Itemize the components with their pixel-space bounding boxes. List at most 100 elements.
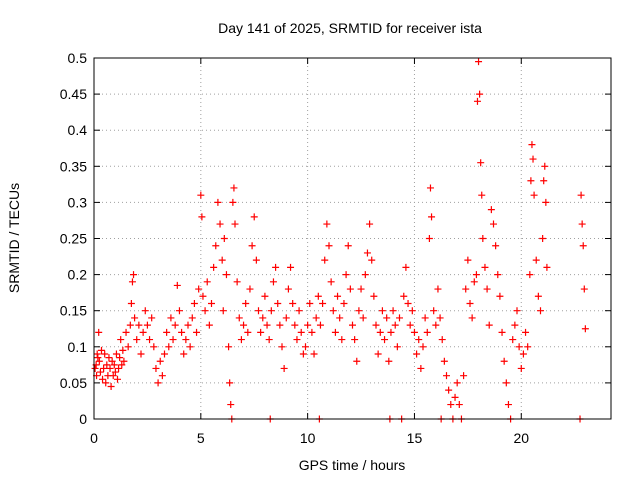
data-point: [372, 321, 380, 329]
data-point: [225, 343, 233, 351]
data-point: [180, 350, 188, 358]
y-tick-label: 0.25: [60, 231, 87, 247]
data-point: [111, 368, 119, 376]
data-point: [218, 256, 226, 264]
x-tick-label: 5: [197, 430, 205, 446]
data-point: [496, 292, 504, 300]
data-point: [289, 299, 297, 307]
data-point: [102, 379, 110, 387]
data-point: [112, 350, 120, 358]
data-point: [541, 162, 549, 170]
data-point: [120, 357, 128, 365]
data-point: [169, 336, 177, 344]
data-point: [314, 292, 322, 300]
x-tick-label: 0: [90, 430, 98, 446]
data-point: [530, 191, 538, 199]
data-point: [212, 242, 220, 250]
data-point: [402, 263, 410, 271]
data-point: [182, 336, 190, 344]
data-point: [269, 278, 277, 286]
x-axis-label: GPS time / hours: [299, 457, 406, 473]
data-point: [383, 314, 391, 322]
data-point: [468, 314, 476, 322]
data-point: [453, 379, 461, 387]
data-point: [114, 375, 121, 383]
data-point: [509, 336, 517, 344]
data-point: [460, 372, 468, 380]
y-tick-label: 0.35: [60, 158, 87, 174]
data-point: [230, 184, 238, 192]
data-point: [96, 368, 104, 376]
data-point: [219, 307, 227, 315]
y-tick-label: 0: [79, 411, 87, 427]
data-point: [297, 328, 305, 336]
data-point: [128, 278, 136, 286]
data-point: [95, 357, 103, 365]
data-point: [304, 321, 312, 329]
data-point: [201, 307, 209, 315]
data-point: [349, 321, 356, 329]
data-point: [115, 364, 123, 372]
data-point: [272, 263, 280, 271]
data-point: [106, 364, 114, 372]
y-tick-label: 0.05: [60, 375, 87, 391]
data-point: [109, 372, 117, 380]
data-point: [267, 307, 275, 315]
chart-title: Day 141 of 2025, SRMTID for receiver ist…: [218, 20, 482, 36]
data-point: [419, 343, 427, 351]
data-point: [528, 141, 536, 149]
data-point: [500, 357, 508, 365]
data-point: [156, 357, 164, 365]
data-point: [438, 336, 446, 344]
y-tick-label: 0.5: [68, 50, 88, 66]
data-point: [299, 350, 307, 358]
data-point: [118, 361, 126, 369]
data-point: [161, 350, 168, 358]
data-point: [310, 350, 318, 358]
data-point: [126, 321, 134, 329]
data-point: [287, 263, 295, 271]
data-point: [342, 271, 350, 279]
data-point: [193, 328, 201, 336]
data-point: [387, 328, 395, 336]
data-point: [293, 336, 301, 344]
data-point: [404, 299, 412, 307]
data-point: [135, 321, 143, 329]
data-point: [527, 177, 535, 185]
data-point: [122, 328, 130, 336]
data-point: [492, 242, 500, 250]
data-point: [152, 364, 160, 372]
data-point: [378, 307, 386, 315]
data-point: [408, 307, 416, 315]
data-point: [133, 336, 141, 344]
data-point: [374, 350, 382, 358]
data-point: [445, 386, 453, 394]
data-point: [400, 292, 408, 300]
data-point: [537, 307, 544, 315]
y-axis-label: SRMTID / TECUs: [6, 183, 22, 293]
data-point: [94, 354, 102, 362]
data-point: [131, 314, 139, 322]
data-point: [502, 379, 510, 387]
data-point: [329, 307, 337, 315]
data-point: [154, 379, 162, 387]
data-point: [425, 235, 433, 242]
data-point: [336, 314, 344, 322]
data-point: [485, 321, 493, 329]
data-point: [101, 350, 109, 358]
data-point: [246, 285, 254, 293]
data-point: [478, 191, 486, 199]
data-point: [532, 256, 540, 264]
data-point: [344, 242, 352, 250]
data-point: [163, 328, 171, 336]
y-tick-label: 0.2: [68, 267, 88, 283]
data-point: [255, 307, 262, 315]
data-point: [540, 177, 548, 185]
data-point: [370, 292, 378, 300]
data-point: [331, 328, 339, 336]
data-point: [325, 242, 333, 250]
data-point: [197, 191, 205, 199]
y-tick-label: 0.3: [68, 194, 88, 210]
data-point: [184, 321, 192, 329]
